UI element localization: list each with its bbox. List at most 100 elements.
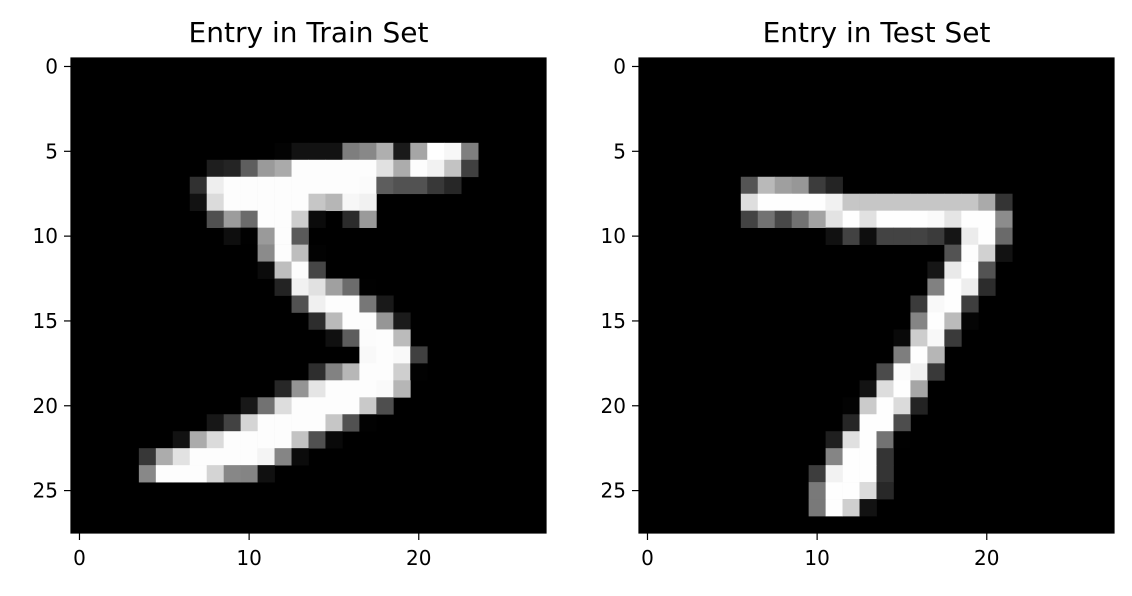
test-set-pixel-r21-c12	[842, 414, 860, 432]
train-set-pixel-r23-c4	[138, 448, 157, 466]
train-set-title: Entry in Train Set	[189, 16, 429, 49]
train-set-pixel-r18-c20	[410, 363, 428, 381]
train-set-pixel-r17-c18	[376, 346, 394, 364]
train-set-pixel-r7-c8	[206, 176, 225, 195]
train-set-pixel-r23-c11	[257, 448, 275, 466]
test-set-pixel-r7-c11	[825, 176, 843, 195]
train-set-pixel-r23-c9	[223, 448, 241, 466]
test-set-pixel-r20-c12	[842, 397, 860, 415]
train-set-pixel-r16-c17	[359, 329, 377, 347]
train-set-pixel-r5-c22	[444, 142, 462, 161]
test-set-pixel-r13-c17	[927, 278, 945, 296]
train-set-pixel-r14-c13	[291, 295, 309, 313]
test-set-pixel-r7-c7	[757, 176, 776, 195]
train-set-y-tick-label-25: 25	[33, 479, 58, 503]
test-set-pixel-r16-c17	[927, 329, 945, 347]
test-set-pixel-r8-c15	[893, 193, 911, 212]
train-set-pixel-r16-c15	[325, 329, 343, 347]
train-set-pixel-r5-c19	[393, 142, 411, 161]
train-set-pixel-r11-c13	[291, 244, 309, 262]
test-set-pixel-r11-c19	[961, 244, 979, 262]
test-set-pixel-r17-c15	[893, 346, 911, 364]
train-set-pixel-r14-c15	[325, 295, 343, 313]
train-set-pixel-r13-c14	[308, 278, 326, 296]
train-set-pixel-r17-c20	[410, 346, 428, 364]
test-set-pixel-r18-c17	[927, 363, 945, 381]
train-set-pixel-r9-c11	[257, 210, 275, 228]
train-set-pixel-r16-c19	[393, 329, 411, 347]
train-set-pixel-r10-c9	[223, 227, 241, 245]
train-set-pixel-r18-c16	[342, 363, 360, 381]
test-set-pixel-r7-c9	[791, 176, 809, 195]
test-set-y-tick-label-10: 10	[601, 224, 626, 248]
train-set-pixel-r19-c19	[393, 380, 411, 398]
test-set-pixel-r14-c16	[910, 295, 928, 313]
train-set-pixel-r16-c18	[376, 329, 394, 347]
train-set-pixel-r24-c4	[138, 465, 157, 483]
train-set-pixel-r13-c12	[274, 278, 292, 296]
train-set-pixel-r21-c17	[359, 414, 377, 432]
train-set-pixel-r5-c17	[359, 142, 377, 161]
test-set-pixel-r9-c13	[859, 210, 877, 228]
train-set-pixel-r22-c15	[325, 431, 343, 449]
test-set-pixel-r9-c15	[893, 210, 911, 228]
train-set-pixel-r18-c18	[376, 363, 394, 381]
train-set-pixel-r7-c16	[342, 176, 360, 195]
train-set-x-tick-label-0: 0	[73, 546, 86, 570]
test-set-pixel-r9-c6	[740, 210, 759, 228]
train-set-pixel-r24-c7	[189, 465, 208, 483]
test-set-pixel-r10-c11	[825, 227, 843, 245]
train-set-pixel-r7-c19	[393, 176, 411, 195]
train-set-pixel-r8-c9	[223, 193, 241, 212]
test-set-y-ticks: 0 5 10 15 20 25	[601, 54, 639, 503]
test-set-pixel-r15-c17	[927, 312, 945, 330]
test-set-pixel-r22-c15	[893, 431, 911, 449]
test-set-pixel-r13-c19	[961, 278, 979, 296]
test-set-x-tick-label-0: 0	[641, 546, 654, 570]
train-set-pixel-r14-c17	[359, 295, 377, 313]
train-set-pixel-r19-c13	[291, 380, 309, 398]
test-set-pixel-r9-c14	[876, 210, 894, 228]
train-set-pixel-r20-c11	[257, 397, 275, 415]
train-set-pixel-r11-c14	[308, 244, 326, 262]
test-set-pixel-r20-c16	[910, 397, 928, 415]
train-set-pixel-r5-c14	[308, 142, 326, 161]
test-set-pixel-r10-c15	[893, 227, 911, 245]
train-set-pixel-r5-c12	[274, 142, 292, 161]
test-set-pixel-r8-c19	[961, 193, 979, 212]
test-set-pixel-r23-c13	[859, 448, 877, 466]
test-set-axes-frame	[638, 57, 1115, 534]
train-set-pixel-r23-c5	[155, 448, 174, 466]
train-set-pixel-r14-c18	[376, 295, 394, 313]
train-set-pixel-r6-c22	[444, 159, 462, 178]
test-set-pixel-r14-c19	[961, 295, 979, 313]
train-set-x-tick-label-20: 20	[406, 546, 431, 570]
test-set-y-tick-label-25: 25	[601, 479, 626, 503]
train-set-pixel-r8-c10	[240, 193, 258, 212]
test-set-pixel-r7-c6	[740, 176, 759, 195]
test-set-pixel-r26-c13	[859, 499, 877, 517]
train-set-y-tick-label-0: 0	[45, 54, 58, 78]
test-set-pixel-r23-c14	[876, 448, 894, 466]
train-set-pixel-r13-c13	[291, 278, 309, 296]
train-set-pixel-r9-c13	[291, 210, 309, 228]
train-set-pixel-r5-c21	[427, 142, 445, 161]
test-set-pixel-r25-c14	[876, 482, 894, 500]
test-set-pixel-r18-c15	[893, 363, 911, 381]
test-set-pixel-r10-c21	[995, 227, 1013, 245]
train-set-pixel-r6-c20	[410, 159, 428, 178]
train-set-pixel-r22-c8	[206, 431, 225, 449]
test-set-pixel-r17-c16	[910, 346, 928, 364]
train-set-pixel-r5-c13	[291, 142, 309, 161]
train-set-pixel-r23-c8	[206, 448, 225, 466]
train-set-pixel-r23-c13	[291, 448, 309, 466]
test-set-pixel-r22-c13	[859, 431, 877, 449]
train-set-pixel-r8-c16	[342, 193, 360, 212]
test-set-pixel-r12-c17	[927, 261, 945, 279]
train-set-pixel-r6-c23	[461, 159, 479, 178]
test-set-pixel-r24-c12	[842, 465, 860, 483]
train-set-pixel-r10-c10	[240, 227, 258, 245]
test-set-pixel-r14-c17	[927, 295, 945, 313]
test-set-pixel-r9-c21	[995, 210, 1013, 228]
